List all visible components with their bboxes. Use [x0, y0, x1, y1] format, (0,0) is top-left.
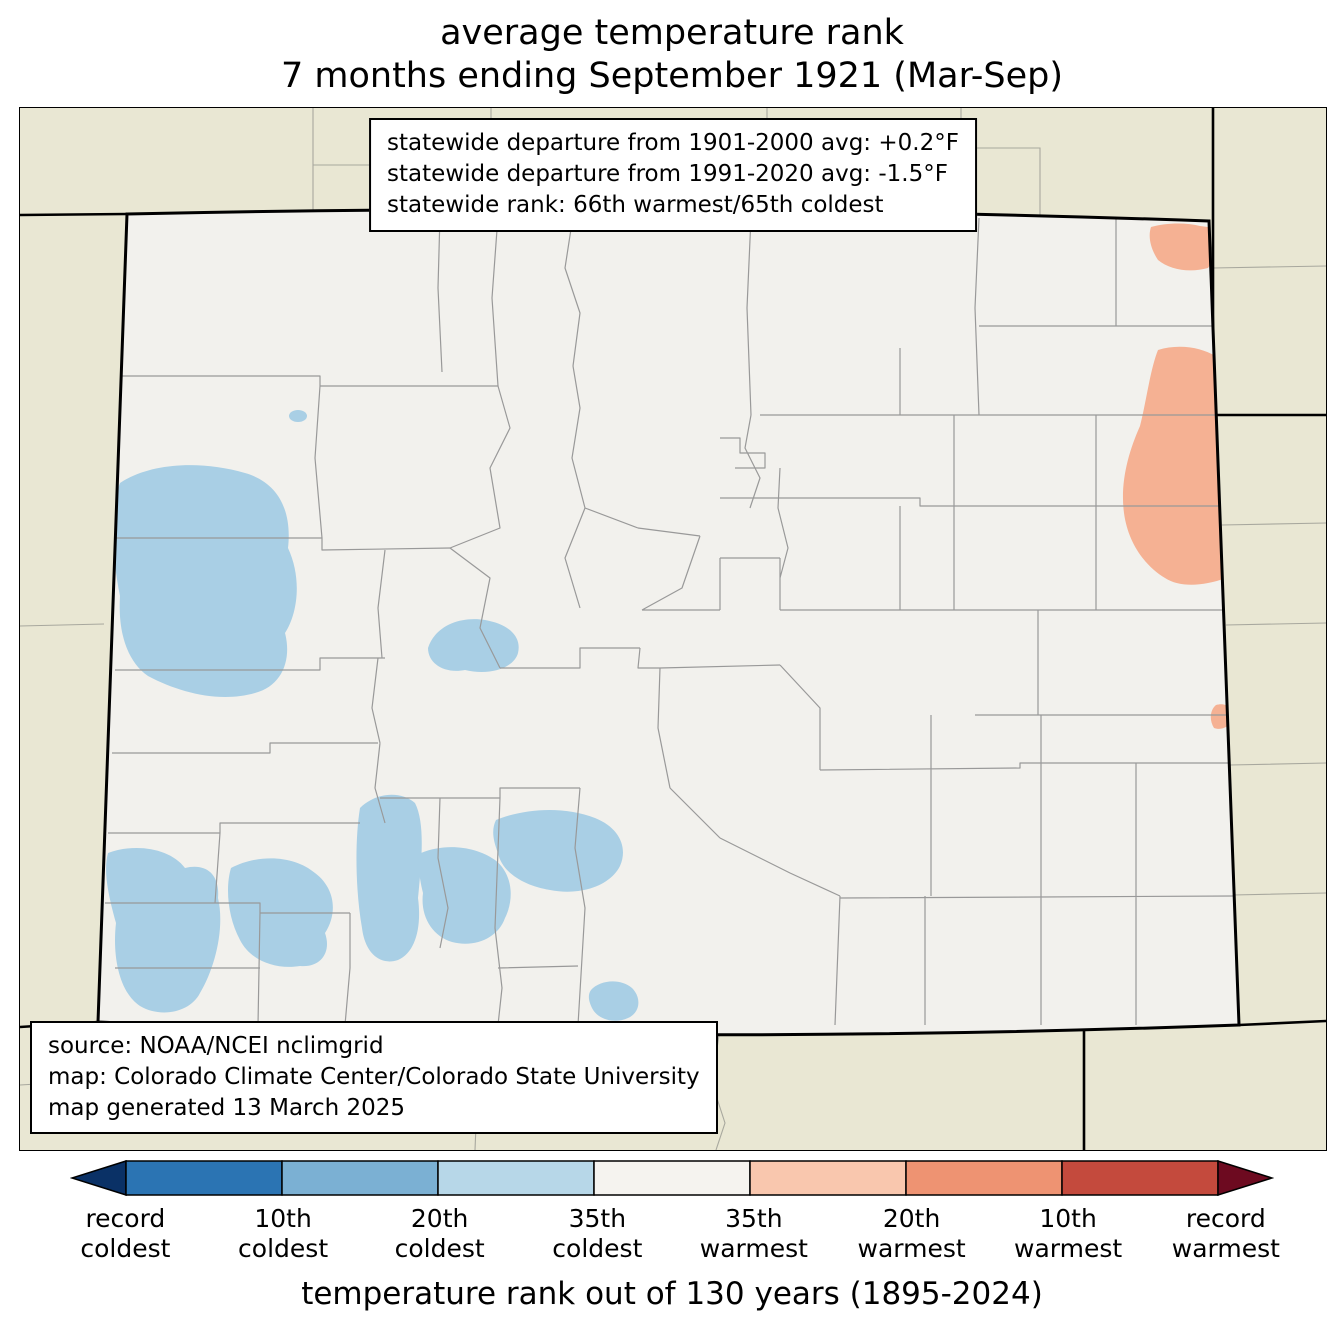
colorbar-segment: [593, 1160, 751, 1197]
colorbar-segment: [905, 1160, 1063, 1197]
colorbar-segment: [125, 1160, 283, 1197]
colorbar-caption: temperature rank out of 130 years (1895-…: [301, 1276, 1043, 1313]
colorbar-segment: [749, 1160, 907, 1197]
colorbar-label: 20th warmest: [857, 1204, 966, 1264]
stats-line-3: statewide rank: 66th warmest/65th coldes…: [387, 192, 884, 219]
colorado-map: [20, 108, 1326, 1151]
colorbar: [70, 1160, 1274, 1197]
statewide-stats-box: statewide departure from 1901-2000 avg: …: [369, 118, 977, 232]
source-line-3: map generated 13 March 2025: [48, 1095, 406, 1122]
colorbar-label: 10th warmest: [1014, 1204, 1123, 1264]
map-panel: statewide departure from 1901-2000 avg: …: [19, 107, 1327, 1152]
colorbar-wrap: record coldest 10th coldest 20th coldest 35th c…: [70, 1160, 1280, 1270]
colorbar-label: 35th coldest: [552, 1204, 643, 1264]
colorbar-label: 10th coldest: [238, 1204, 329, 1264]
colorbar-label: 35th warmest: [699, 1204, 808, 1264]
page-title-line1: average temperature rank: [440, 13, 904, 53]
source-line-2: map: Colorado Climate Center/Colorado St…: [48, 1064, 700, 1091]
source-line-1: source: NOAA/NCEI nclimgrid: [48, 1033, 384, 1060]
colorbar-segment: [437, 1160, 595, 1197]
source-attribution-box: source: NOAA/NCEI nclimgrid map: Colorad…: [30, 1021, 718, 1135]
stats-line-1: statewide departure from 1901-2000 avg: …: [387, 130, 959, 157]
page-title: average temperature rank 7 months ending…: [0, 0, 1344, 97]
colorbar-right-arrow: [1217, 1160, 1274, 1197]
colorbar-label: record coldest: [80, 1204, 171, 1264]
colorbar-segment: [281, 1160, 439, 1197]
colorbar-label: 20th coldest: [394, 1204, 485, 1264]
page-title-line2: 7 months ending September 1921 (Mar-Sep): [280, 55, 1063, 96]
colorbar-segment: [1061, 1160, 1219, 1197]
colorbar-label: record warmest: [1171, 1204, 1280, 1264]
colorbar-left-arrow: [70, 1160, 127, 1197]
stats-line-2: statewide departure from 1991-2020 avg: …: [387, 161, 948, 188]
county-boundaries: [105, 215, 1234, 1026]
colorbar-labels: record coldest 10th coldest 20th coldest 35th c…: [70, 1204, 1280, 1270]
